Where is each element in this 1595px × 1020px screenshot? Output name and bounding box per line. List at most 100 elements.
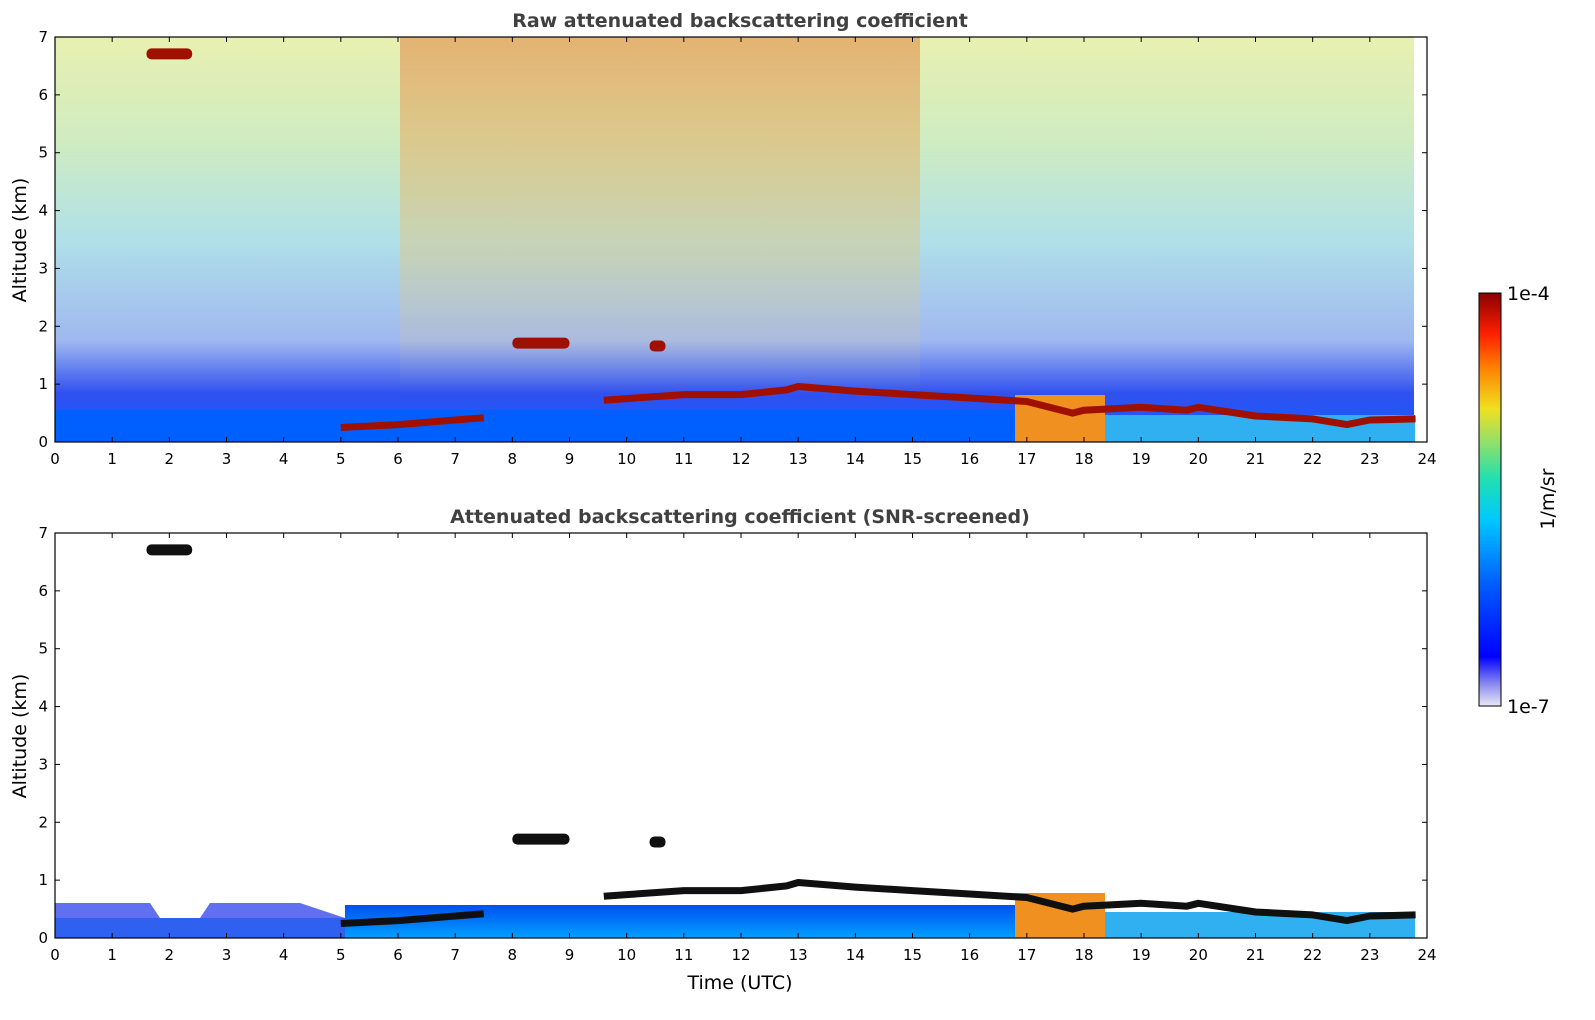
raw-heatmap-image <box>55 37 1415 442</box>
heatmap-background <box>55 533 1427 938</box>
x-tick-label: 9 <box>565 450 575 468</box>
y-tick-label: 4 <box>38 698 48 716</box>
x-tick-label: 8 <box>508 946 518 964</box>
elevated-cloud-mark <box>512 833 570 845</box>
warm-signal-region <box>400 37 920 397</box>
boundary-layer-top-line <box>603 383 1416 429</box>
x-tick-label: 16 <box>960 946 979 964</box>
y-tick-label: 0 <box>38 433 48 451</box>
x-tick-label: 2 <box>165 946 175 964</box>
x-tick-label: 20 <box>1189 450 1208 468</box>
x-tick-label: 10 <box>617 946 636 964</box>
y-tick-label: 5 <box>38 640 48 658</box>
y-tick-label: 0 <box>38 929 48 947</box>
y-tick-label: 7 <box>38 28 48 46</box>
x-tick-label: 23 <box>1360 450 1379 468</box>
elevated-cloud-mark <box>649 340 666 352</box>
x-tick-label: 5 <box>336 450 346 468</box>
x-tick-label: 23 <box>1360 946 1379 964</box>
boundary-layer-top-line <box>603 879 1416 925</box>
x-tick-label: 2 <box>165 450 175 468</box>
x-tick-label: 15 <box>903 946 922 964</box>
x-tick-label: 12 <box>731 450 750 468</box>
x-axis-label: Time (UTC) <box>686 972 792 994</box>
x-tick-label: 18 <box>1074 450 1093 468</box>
elevated-cloud-mark <box>146 48 193 60</box>
chart-title: Attenuated backscattering coefficient (S… <box>450 506 1030 528</box>
x-tick-label: 19 <box>1132 946 1151 964</box>
x-tick-label: 20 <box>1189 946 1208 964</box>
x-tick-label: 7 <box>450 450 460 468</box>
y-tick-label: 3 <box>38 755 48 773</box>
x-tick-label: 10 <box>617 450 636 468</box>
raw-backscatter-panel: Raw attenuated backscattering coefficien… <box>9 10 1437 468</box>
y-axis-label: Altitude (km) <box>9 178 31 303</box>
x-tick-label: 8 <box>508 450 518 468</box>
y-tick-label: 6 <box>38 582 48 600</box>
x-tick-label: 12 <box>731 946 750 964</box>
x-tick-label: 0 <box>50 946 60 964</box>
y-tick-label: 2 <box>38 317 48 335</box>
elevated-cloud-mark <box>512 337 570 349</box>
x-tick-label: 13 <box>789 450 808 468</box>
boundary-layer-top-line <box>340 910 485 927</box>
elevated-cloud-mark <box>146 544 193 556</box>
y-tick-label: 4 <box>38 202 48 220</box>
x-tick-label: 24 <box>1417 946 1436 964</box>
x-tick-label: 14 <box>846 450 865 468</box>
colorbar: 1e-4 1e-7 1/m/sr <box>1478 283 1559 718</box>
x-tick-label: 17 <box>1017 450 1036 468</box>
x-tick-label: 7 <box>450 946 460 964</box>
x-tick-label: 9 <box>565 946 575 964</box>
chart-title: Raw attenuated backscattering coefficien… <box>512 10 968 32</box>
x-tick-label: 6 <box>393 946 403 964</box>
y-tick-label: 1 <box>38 871 48 889</box>
elevated-cloud-mark <box>649 836 666 848</box>
x-tick-label: 15 <box>903 450 922 468</box>
colorbar-max-label: 1e-4 <box>1507 283 1550 305</box>
x-tick-label: 5 <box>336 946 346 964</box>
y-tick-label: 5 <box>38 144 48 162</box>
x-tick-label: 22 <box>1303 946 1322 964</box>
y-tick-label: 1 <box>38 375 48 393</box>
colorbar-gradient <box>1478 292 1502 707</box>
boundary-layer-region <box>345 905 1015 938</box>
x-tick-label: 14 <box>846 946 865 964</box>
x-tick-label: 11 <box>674 946 693 964</box>
x-tick-label: 11 <box>674 450 693 468</box>
snr-screened-panel: Attenuated backscattering coefficient (S… <box>9 506 1437 994</box>
x-tick-label: 0 <box>50 450 60 468</box>
x-tick-label: 17 <box>1017 946 1036 964</box>
x-tick-label: 13 <box>789 946 808 964</box>
x-tick-label: 4 <box>279 450 289 468</box>
axes: 0 1 2 3 4 5 6 7 8 9 10 11 12 13 14 15 16 17 18 19 20 21 22 23 24… <box>38 524 1436 964</box>
y-tick-label: 2 <box>38 813 48 831</box>
y-tick-label: 3 <box>38 259 48 277</box>
x-tick-label: 18 <box>1074 946 1093 964</box>
x-tick-label: 22 <box>1303 450 1322 468</box>
x-tick-label: 21 <box>1246 450 1265 468</box>
low-signal-layer <box>55 903 345 918</box>
near-surface-layer <box>55 410 1015 442</box>
boundary-layer-top-line <box>340 414 485 431</box>
x-tick-label: 3 <box>222 450 232 468</box>
x-tick-label: 19 <box>1132 450 1151 468</box>
y-axis-label: Altitude (km) <box>9 674 31 799</box>
raw-features <box>146 48 1416 431</box>
x-tick-label: 6 <box>393 450 403 468</box>
x-tick-label: 3 <box>222 946 232 964</box>
x-tick-label: 21 <box>1246 946 1265 964</box>
screened-heatmap-image <box>55 533 1427 938</box>
colorbar-min-label: 1e-7 <box>1507 696 1550 718</box>
near-surface-layer <box>55 918 345 938</box>
x-tick-label: 16 <box>960 450 979 468</box>
x-tick-label: 1 <box>107 946 117 964</box>
x-tick-label: 24 <box>1417 450 1436 468</box>
colorbar-unit-label: 1/m/sr <box>1537 468 1559 529</box>
x-tick-label: 4 <box>279 946 289 964</box>
y-tick-label: 7 <box>38 524 48 542</box>
axes: 0 1 2 3 4 5 6 7 8 9 10 11 12 13 14 15 16 17 18 19 20 21 22 23 24… <box>38 28 1436 468</box>
screened-features <box>146 544 1416 927</box>
y-tick-label: 6 <box>38 86 48 104</box>
